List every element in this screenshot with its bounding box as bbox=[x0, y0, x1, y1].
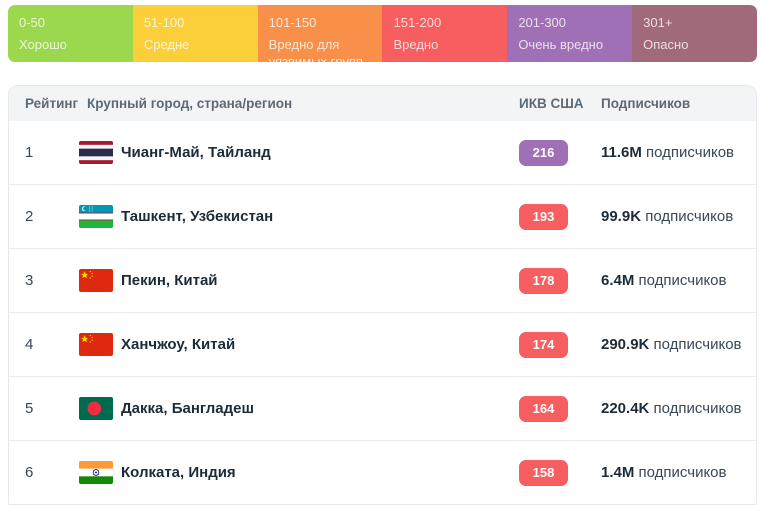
legend-range: 0-50 bbox=[19, 15, 46, 30]
aqi-badge: 158 bbox=[519, 459, 568, 486]
city-name: Дакка, Бангладеш bbox=[121, 400, 255, 417]
followers-text: 220.4K подписчиков bbox=[601, 400, 742, 417]
followers-text: 290.9K подписчиков bbox=[601, 336, 742, 353]
followers-text: 11.6M подписчиков bbox=[601, 144, 735, 161]
city-name: Ташкент, Узбекистан bbox=[121, 208, 274, 225]
city-name: Чианг-Май, Тайланд bbox=[121, 144, 271, 161]
uzbekistan-flag-icon bbox=[79, 205, 113, 228]
aqi-badge: 174 bbox=[519, 331, 568, 358]
legend-label: Опасно bbox=[643, 37, 689, 53]
thailand-flag-icon bbox=[79, 141, 113, 164]
followers-text: 1.4M подписчиков bbox=[601, 464, 727, 481]
legend-good: 0-50 Хорошо bbox=[8, 5, 133, 62]
header-aqi: ИКВ США bbox=[519, 96, 584, 111]
legend-range: 151-200 bbox=[393, 15, 442, 30]
legend-label: Вредно bbox=[393, 37, 439, 53]
legend-moderate: 51-100 Средне bbox=[132, 5, 258, 62]
rank-value: 5 bbox=[25, 400, 34, 417]
table-row[interactable]: 4 Ханчжоу, Китай 174 290.9K подписчиков bbox=[9, 312, 756, 376]
legend-very-unhealthy: 201-300 Очень вредно bbox=[507, 5, 633, 62]
table-row[interactable]: 2 Ташкент, Узбекистан bbox=[9, 184, 756, 248]
legend-range: 201-300 bbox=[518, 15, 567, 30]
legend-hazardous: 301+ Опасно bbox=[632, 5, 757, 62]
rank-value: 4 bbox=[25, 336, 34, 353]
city-name: Ханчжоу, Китай bbox=[121, 336, 236, 353]
legend-unhealthy-sensitive: 101-150 Вредно для уязвимых групп bbox=[257, 5, 383, 62]
header-followers: Подписчиков bbox=[601, 96, 691, 111]
city-name: Колката, Индия bbox=[121, 464, 236, 481]
legend-range: 301+ bbox=[643, 15, 673, 30]
city-ranking-table: Рейтинг Крупный город, страна/регион ИКВ… bbox=[8, 85, 757, 505]
header-rank: Рейтинг bbox=[25, 96, 79, 111]
legend-label: Хорошо bbox=[19, 37, 67, 53]
table-header-row: Рейтинг Крупный город, страна/регион ИКВ… bbox=[9, 86, 756, 121]
followers-text: 99.9K подписчиков bbox=[601, 208, 734, 225]
aqi-badge: 193 bbox=[519, 203, 568, 230]
legend-unhealthy: 151-200 Вредно bbox=[382, 5, 508, 62]
header-city: Крупный город, страна/регион bbox=[87, 96, 293, 111]
table-row[interactable]: 1 Чианг-Май, Тайланд 216 11.6M подписчик… bbox=[9, 121, 756, 184]
legend-label: Вредно для уязвимых групп bbox=[268, 37, 363, 62]
table-row[interactable]: 6 Колката, Индия 158 1.4M подписчиков bbox=[9, 440, 756, 504]
aqi-legend: 0-50 Хорошо 51-100 Средне 101-150 Вредно… bbox=[8, 5, 757, 62]
table-row[interactable]: 3 Пекин, Китай 178 6.4M подписчиков bbox=[9, 248, 756, 312]
rank-value: 1 bbox=[25, 144, 34, 161]
aqi-badge: 178 bbox=[519, 267, 568, 294]
aqi-badge: 216 bbox=[519, 139, 568, 166]
table-row[interactable]: 5 Дакка, Бангладеш 164 220.4K подписчико… bbox=[9, 376, 756, 440]
legend-label: Средне bbox=[143, 37, 190, 53]
bangladesh-flag-icon bbox=[79, 397, 113, 420]
city-name: Пекин, Китай bbox=[121, 272, 218, 289]
china-flag-icon bbox=[79, 269, 113, 292]
followers-text: 6.4M подписчиков bbox=[601, 272, 727, 289]
rank-value: 2 bbox=[25, 208, 34, 225]
legend-range: 101-150 bbox=[268, 15, 317, 30]
legend-range: 51-100 bbox=[143, 15, 185, 30]
india-flag-icon bbox=[79, 461, 113, 484]
aqi-badge: 164 bbox=[519, 395, 568, 422]
rank-value: 3 bbox=[25, 272, 34, 289]
rank-value: 6 bbox=[25, 464, 34, 481]
china-flag-icon bbox=[79, 333, 113, 356]
legend-label: Очень вредно bbox=[518, 37, 604, 53]
